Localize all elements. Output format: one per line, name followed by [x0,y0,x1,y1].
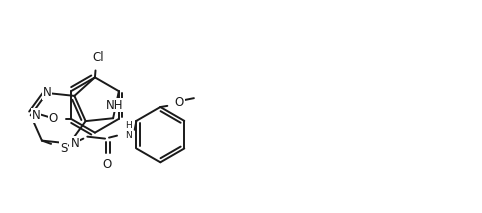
Text: Cl: Cl [92,51,104,64]
Text: NH: NH [106,99,124,112]
Text: N: N [32,109,40,122]
Text: H
N: H N [125,121,132,140]
Text: N: N [42,86,51,99]
Text: S: S [60,142,67,155]
Text: O: O [49,112,58,125]
Text: N: N [70,137,79,150]
Text: O: O [102,158,112,171]
Text: O: O [174,96,184,109]
